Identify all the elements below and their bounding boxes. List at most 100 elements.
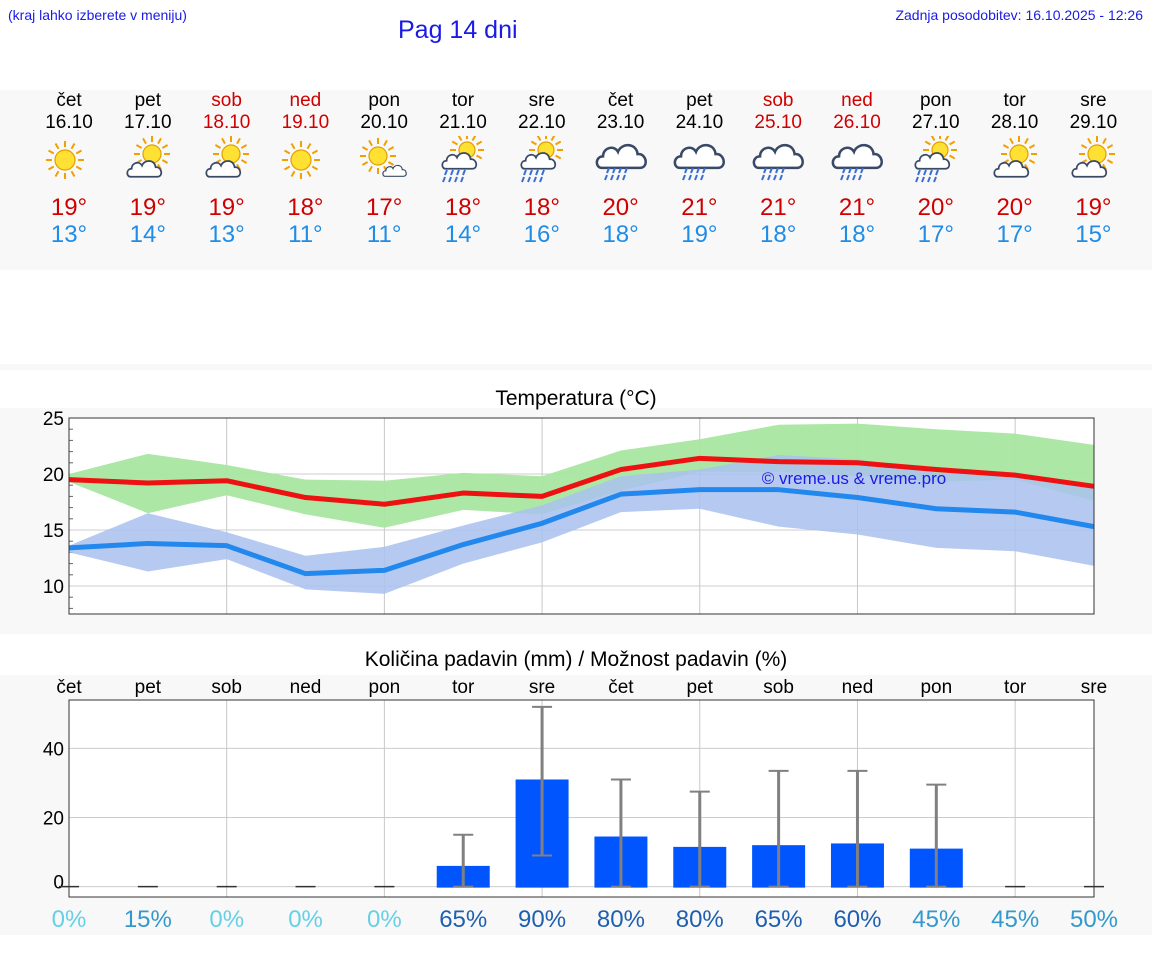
x-category-label: sre [1081,677,1107,698]
day-date: 28.10 [990,112,1039,133]
min-temperature: 13° [50,221,88,248]
page-title: Pag 14 dni [398,16,518,44]
day-name: sre [1080,90,1107,111]
cloud-rain-icon [752,143,805,181]
sun-icon [46,141,84,179]
daily-forecast-band [0,90,1152,270]
day-date: 29.10 [1069,112,1118,133]
day-column: čet 23.10 20° 18° [581,90,661,248]
min-temperature: 18° [838,221,876,248]
y-tick-label: 0 [53,873,64,894]
precipitation-probability: 90% [518,906,566,933]
sun-cloud-rain-icon [441,136,484,183]
max-temperature: 19° [1075,194,1112,221]
day-date: 27.10 [912,112,960,133]
plot-frame [68,699,1095,898]
precipitation-probability: 0% [288,906,323,933]
sun-cloud-icon [1071,136,1116,178]
sun-small-cloud-icon [360,138,407,177]
x-category-label: pon [920,677,952,698]
max-temperature: 17° [366,194,403,221]
y-tick-label: 40 [43,739,64,760]
precipitation-probability: 65% [439,906,487,933]
day-name: ned [289,90,322,111]
max-temperature: 20° [917,194,954,221]
max-temperature-range-band [69,423,1094,528]
sun-cloud-rain-icon [520,136,563,183]
day-date: 23.10 [596,112,645,133]
max-temperature: 21° [838,194,876,221]
y-tick-label: 20 [43,465,64,486]
day-name: pet [134,90,161,111]
plot-frame [68,417,1095,615]
precipitation-chart: čet pet sob ned pon tor sre čet pet sob ned pon tor s… [43,677,1118,933]
day-date: 17.10 [124,112,172,133]
day-column: sob 25.10 21° 18° [738,90,818,248]
min-temperature: 11° [288,221,323,248]
precipitation-probability: 0% [52,906,87,933]
day-column: čet 16.10 19° 13° [29,90,109,248]
precipitation-probability: 15% [124,906,172,933]
day-column: ned 26.10 21° 18° [817,90,897,248]
day-column: pet 24.10 21° 19° [659,90,739,248]
day-column: sre 22.10 18° 16° [502,90,582,248]
x-category-label: sob [763,677,794,698]
min-temperature: 18° [760,221,797,248]
x-category-label: pon [369,677,401,698]
day-date: 21.10 [439,112,487,133]
day-column: sob 18.10 19° 13° [187,90,267,248]
precipitation-probability: 0% [367,906,402,933]
temperature-chart-title: Temperatura (°C) [495,387,657,410]
min-temperature-line [68,487,1095,577]
day-name: sob [211,90,242,111]
sun-cloud-icon [205,136,249,178]
cloud-rain-icon [595,143,647,181]
precipitation-probability: 65% [755,906,803,933]
sun-cloud-rain-icon [914,136,957,183]
sun-icon [282,141,321,179]
day-column: sre 29.10 19° 15° [1053,90,1133,248]
day-name: pet [686,90,713,111]
day-name: čet [607,90,634,111]
day-name: ned [841,90,873,111]
max-temperature: 18° [287,194,324,221]
day-name: čet [56,90,82,111]
y-tick-label: 25 [43,409,64,430]
precipitation-probability: 45% [991,906,1039,933]
min-temperature: 14° [444,221,482,248]
precipitation-probability: 50% [1070,906,1118,933]
x-category-label: tor [452,677,475,698]
x-category-label: sre [529,677,555,698]
precipitation-probability: 60% [833,906,881,933]
min-temperature: 13° [208,221,245,248]
day-column: ned 19.10 18° 11° [265,90,345,248]
precipitation-chart-title: Količina padavin (mm) / Možnost padavin … [364,648,788,671]
day-date: 22.10 [518,112,566,133]
precipitation-probability: 80% [597,906,645,933]
last-updated: Zadnja posodobitev: 16.10.2025 - 12:26 [895,7,1143,23]
day-name: sre [528,90,555,111]
cloud-rain-icon [831,143,883,181]
precipitation-probability: 0% [209,906,244,933]
min-temperature: 15° [1075,221,1112,248]
max-temperature: 19° [129,194,166,221]
max-temperature: 20° [602,194,639,221]
day-name: sob [762,90,794,111]
day-date: 19.10 [281,112,330,133]
max-temperature: 19° [208,194,245,221]
x-category-label: čet [608,677,634,698]
day-column: tor 21.10 18° 14° [423,90,503,248]
max-temperature: 19° [50,194,88,221]
min-temperature: 17° [996,221,1033,248]
day-date: 25.10 [754,112,802,133]
day-column: pon 27.10 20° 17° [896,90,976,248]
day-column: tor 28.10 20° 17° [975,90,1055,248]
day-date: 24.10 [675,112,724,133]
day-date: 20.10 [360,112,408,133]
x-category-label: ned [290,677,322,698]
region-note[interactable]: (kraj lahko izberete v meniju) [8,7,187,23]
day-name: pon [919,90,952,111]
max-temperature: 21° [681,194,718,221]
day-date: 18.10 [202,112,251,133]
day-column: pet 17.10 19° 14° [108,90,188,248]
